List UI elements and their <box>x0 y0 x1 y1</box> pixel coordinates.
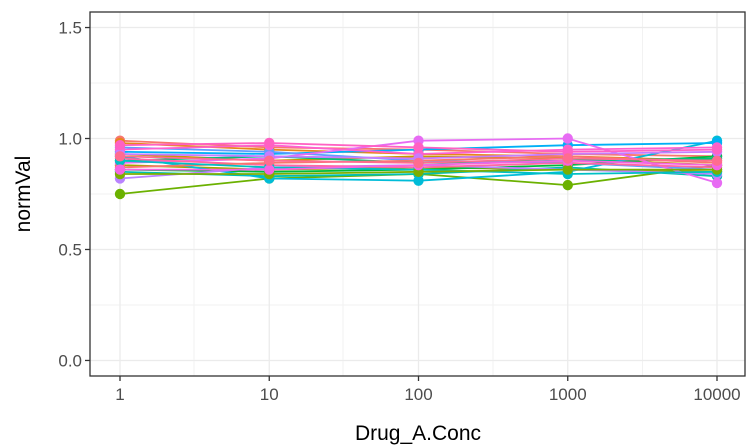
plot-panel-border <box>89 11 746 377</box>
series-point-20 <box>413 142 424 153</box>
x-tick-label: 1 <box>115 385 124 404</box>
x-axis: 1 10 100 1000 10000 <box>115 376 741 404</box>
series-point-13 <box>711 177 723 189</box>
y-tick-label: 0.5 <box>58 240 82 259</box>
series-point-5 <box>562 179 573 191</box>
x-tick-label: 10 <box>260 385 279 404</box>
x-axis-title: Drug_A.Conc <box>355 422 481 445</box>
series-point-20 <box>114 139 126 151</box>
series-point-22 <box>264 155 275 166</box>
y-axis: 0.0 0.5 1.0 1.5 <box>58 19 90 370</box>
series-point-5 <box>114 188 126 200</box>
x-tick-label: 100 <box>404 385 432 404</box>
series-point-20 <box>711 144 723 155</box>
series-point-20 <box>264 137 275 149</box>
minor-gridlines <box>90 12 745 376</box>
series-point-9 <box>413 175 424 186</box>
series-point-18 <box>562 164 573 175</box>
x-tick-label: 10000 <box>693 385 740 404</box>
series-point-21 <box>114 164 126 175</box>
series-point-21 <box>264 164 275 175</box>
series-point-22 <box>114 151 126 162</box>
y-tick-label: 1.5 <box>58 19 82 38</box>
y-axis-title: normVal <box>12 156 35 233</box>
x-tick-label: 1000 <box>549 385 587 404</box>
series-point-22 <box>413 157 424 169</box>
series-layer <box>114 133 723 200</box>
series-point-22 <box>711 155 723 166</box>
y-tick-label: 0.0 <box>58 351 82 370</box>
y-tick-label: 1.0 <box>58 130 82 149</box>
series-point-22 <box>562 153 573 164</box>
series-point-13 <box>562 133 573 144</box>
